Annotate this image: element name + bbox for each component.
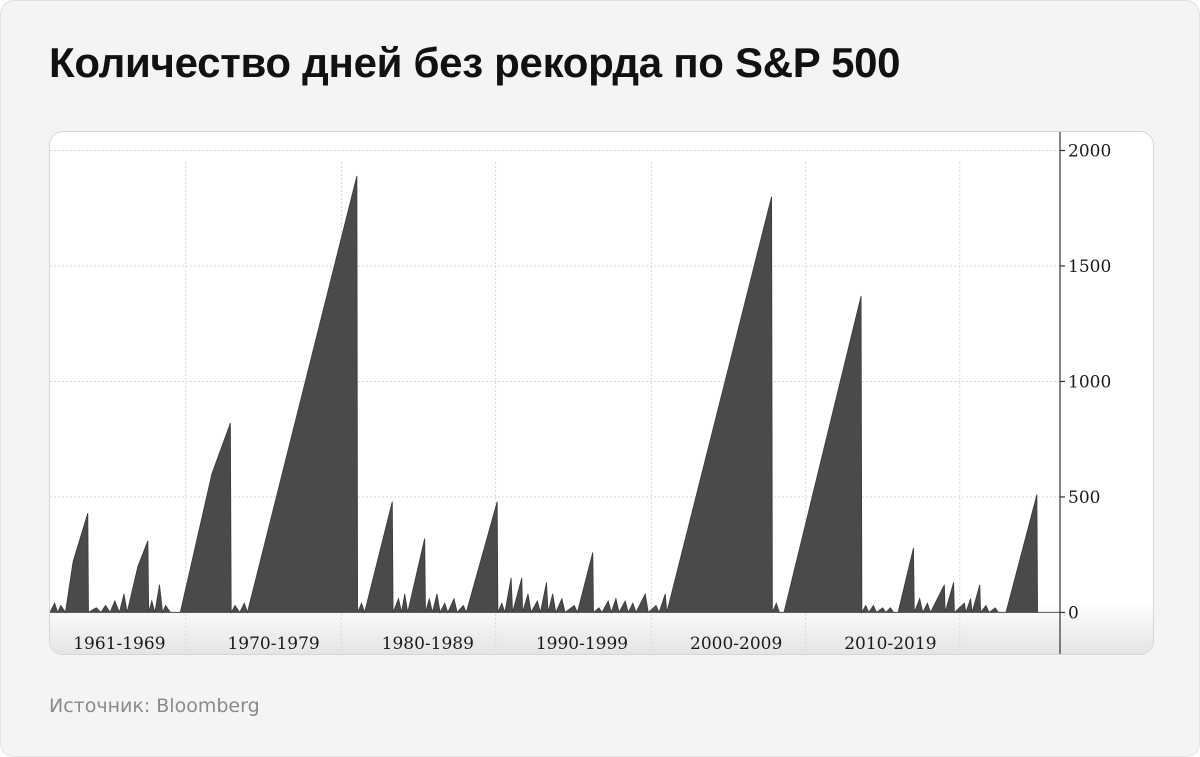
category-label-5: 2010-2019 — [844, 634, 936, 654]
y-tick-label-2000: 2000 — [1068, 141, 1111, 161]
category-label-2: 1980-1989 — [382, 634, 474, 654]
page-title: Количество дней без рекорда по S&P 500 — [49, 39, 901, 86]
category-label-3: 1990-1999 — [536, 634, 628, 654]
source-note: Источник: Bloomberg — [49, 695, 260, 717]
y-tick-label-1000: 1000 — [1068, 372, 1111, 392]
y-tick-label-1500: 1500 — [1068, 257, 1111, 277]
chart-panel: 0 500 1000 1500 2000 1961-1969 1970-1979 1980-… — [49, 131, 1154, 655]
area-series — [50, 175, 1039, 614]
area-layer — [50, 175, 1060, 614]
category-labels: 1961-1969 1970-1979 1980-1989 1990-1999 2000… — [73, 634, 936, 654]
y-tick-label-500: 500 — [1068, 488, 1100, 508]
category-label-1: 1970-1979 — [227, 634, 319, 654]
y-tick-label-0: 0 — [1068, 603, 1079, 623]
category-label-0: 1961-1969 — [73, 634, 165, 654]
category-label-4: 2000-2009 — [690, 634, 782, 654]
days-without-record-chart: 0 500 1000 1500 2000 1961-1969 1970-1979 1980-… — [50, 132, 1153, 654]
y-axis: 0 500 1000 1500 2000 — [1059, 132, 1111, 654]
